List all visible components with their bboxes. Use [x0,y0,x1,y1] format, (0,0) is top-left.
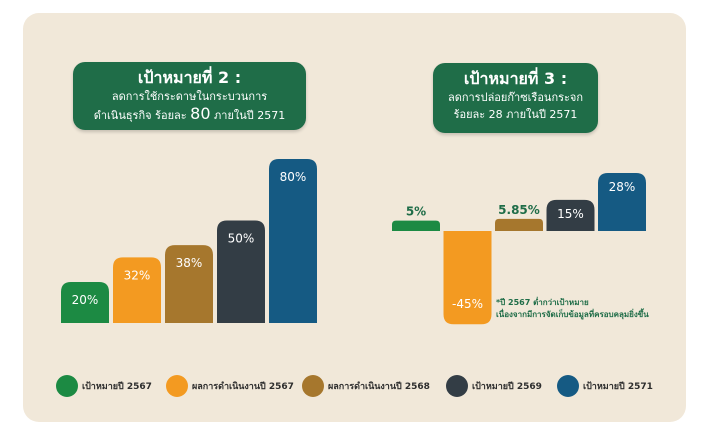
legend-item: ผลการดำเนินงานปี 2568 [302,372,430,400]
legend-label: เป้าหมายปี 2571 [583,382,653,392]
footnote-line1: *ปี 2567 ต่ำกว่าเป้าหมาย [496,298,589,307]
chart1-bar [61,282,109,323]
goal-2-line2-number: 80 [190,104,211,123]
chart2-bar [443,231,492,325]
legend-item: เป้าหมายปี 2569 [446,372,542,400]
chart1-data-label: 20% [72,293,99,307]
goal-3-line1: ลดการปล่อยก๊าซเรือนกระจก [447,91,584,104]
goal-3-title-box: เป้าหมายที่ 3 : ลดการปล่อยก๊าซเรือนกระจก… [433,63,598,133]
legend-swatch [56,375,78,397]
chart1-bar [217,220,265,323]
chart1-data-label: 50% [228,232,255,246]
legend-swatch [446,375,468,397]
legend-label: เป้าหมายปี 2567 [82,382,152,392]
chart1-data-label: 32% [124,268,151,282]
legend: เป้าหมายปี 2567 ผลการดำเนินงานปี 2567 ผลกา… [0,372,709,402]
goal-2-title-box: เป้าหมายที่ 2 : ลดการใช้กระดาษในกระบวนกา… [73,62,306,130]
legend-item: เป้าหมายปี 2567 [56,372,152,400]
goal-2-line2-pre: ดำเนินธุรกิจ ร้อยละ [93,109,187,122]
goal-2-line2: ดำเนินธุรกิจ ร้อยละ 80 ภายในปี 2571 [73,105,306,124]
chart1-data-label: 38% [176,256,203,270]
chart1-bar [113,257,161,323]
legend-label: ผลการดำเนินงานปี 2568 [328,382,430,392]
chart2-data-label: -45% [452,297,483,311]
legend-item: ผลการดำเนินงานปี 2567 [166,372,294,400]
footnote-line2: เนื่องจากมีการจัดเก็บข้อมูลที่ครอบคลุมยิ… [496,310,649,319]
chart2-bar [546,199,595,231]
chart2-data-label: 15% [557,207,584,221]
legend-item: เป้าหมายปี 2571 [557,372,653,400]
chart2-bar [598,173,646,231]
chart2-data-label: 28% [609,180,636,194]
goal-2-line2-post: ภายในปี 2571 [214,109,286,122]
goal-3-line2: ร้อยละ 28 ภายในปี 2571 [453,108,578,121]
footnote: *ปี 2567 ต่ำกว่าเป้าหมาย เนื่องจากมีการจ… [496,297,649,321]
chart1-bar [269,159,317,323]
goal-3-heading: เป้าหมายที่ 3 : [463,69,568,88]
chart1-bar [165,245,213,323]
goal-2-line1: ลดการใช้กระดาษในกระบวนการ [111,90,268,103]
chart2-data-label: 5.85% [498,203,540,217]
chart2-data-label: 5% [406,205,426,219]
chart1-data-label: 80% [280,170,307,184]
legend-swatch [557,375,579,397]
goal-2-heading: เป้าหมายที่ 2 : [137,68,242,87]
chart2-bar [495,218,543,231]
legend-swatch [166,375,188,397]
chart2-bar [392,220,440,231]
legend-label: ผลการดำเนินงานปี 2567 [192,382,294,392]
legend-label: เป้าหมายปี 2569 [472,382,542,392]
legend-swatch [302,375,324,397]
